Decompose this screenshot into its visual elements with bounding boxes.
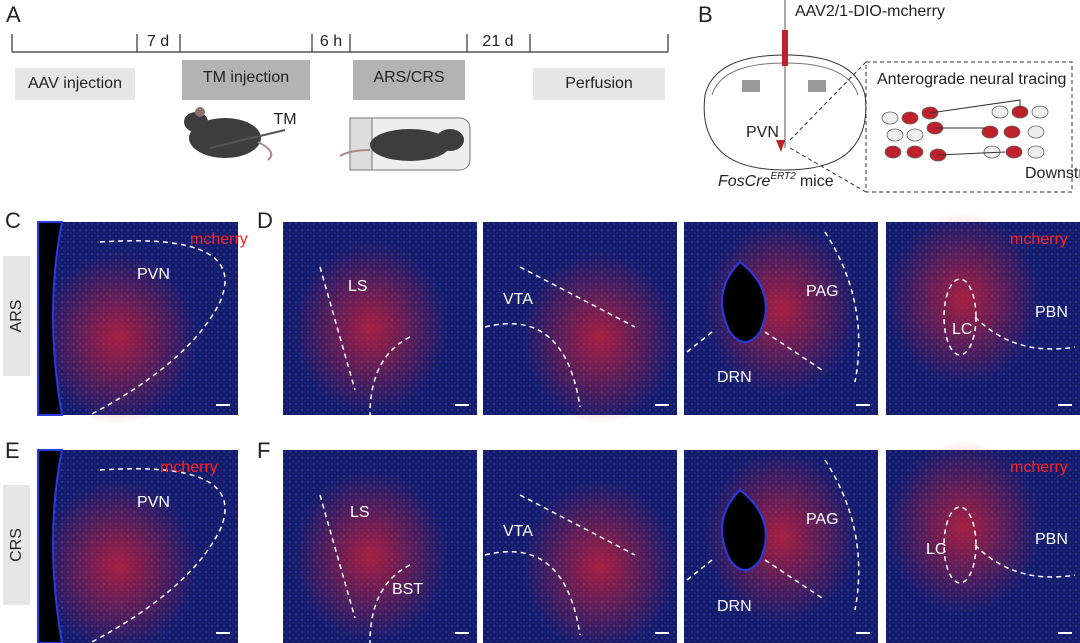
outline bbox=[484, 322, 581, 408]
outline bbox=[369, 336, 411, 416]
region-label: LS bbox=[350, 504, 370, 521]
panel-label: A bbox=[6, 2, 21, 27]
signal bbox=[886, 440, 1042, 615]
outline bbox=[319, 494, 356, 619]
signal bbox=[292, 241, 448, 415]
timeline: AAV injection TM injection ARS/CRS Perfu… bbox=[11, 33, 669, 171]
outline bbox=[484, 550, 581, 636]
mouse-line-sup: ERT2 bbox=[770, 171, 796, 182]
step: AAV injection bbox=[28, 75, 122, 92]
region-label: PBN bbox=[1035, 531, 1068, 548]
virus-label: AAV2/1-DIO-mcherry bbox=[795, 3, 945, 20]
outline bbox=[974, 316, 1076, 350]
panel-label: C bbox=[5, 208, 21, 233]
ventricle bbox=[37, 449, 64, 643]
step: ARS/CRS bbox=[373, 69, 444, 86]
signal bbox=[38, 478, 198, 643]
signal bbox=[521, 478, 677, 643]
region-label: PAG bbox=[806, 283, 839, 300]
signal bbox=[292, 469, 448, 643]
outline bbox=[824, 459, 860, 611]
region-label: DRN bbox=[717, 598, 752, 615]
panel-label: D bbox=[257, 208, 273, 233]
inset-target: Downstream bbox=[1025, 165, 1080, 182]
condition-label: CRS bbox=[8, 528, 25, 562]
image-labels: mcherry PVN LS VTA DRN PAG LC PBN mcherr… bbox=[137, 231, 1068, 615]
outline bbox=[686, 331, 826, 373]
ventricle bbox=[721, 488, 767, 571]
region-label: VTA bbox=[503, 523, 533, 540]
interval: 6 h bbox=[320, 33, 342, 50]
mouse-line: FosCreERT2 mice bbox=[718, 171, 834, 191]
channel-label: mcherry bbox=[190, 231, 248, 248]
mouse-line-name: FosCre bbox=[718, 173, 771, 190]
region-label: PVN bbox=[137, 266, 170, 283]
region-label: LC bbox=[926, 541, 946, 558]
outline bbox=[519, 266, 636, 328]
inset-title: Anterograde neural tracing bbox=[877, 71, 1066, 88]
signal bbox=[38, 250, 198, 425]
region-label: BST bbox=[392, 581, 423, 598]
channel-label: mcherry bbox=[1010, 231, 1068, 248]
panel-label: E bbox=[5, 438, 20, 463]
interval: 21 d bbox=[482, 33, 513, 50]
step: TM injection bbox=[203, 69, 289, 86]
signal bbox=[521, 250, 678, 425]
outline bbox=[89, 468, 226, 643]
outline bbox=[519, 494, 636, 556]
outline bbox=[319, 266, 356, 391]
interval: 7 d bbox=[147, 33, 169, 50]
ventricle bbox=[721, 260, 767, 343]
channel-label: mcherry bbox=[1010, 459, 1068, 476]
outline bbox=[824, 231, 860, 383]
region-label: LC bbox=[952, 321, 972, 338]
region-label: PBN bbox=[1035, 304, 1068, 321]
outline bbox=[686, 559, 826, 601]
step: Perfusion bbox=[565, 75, 633, 92]
panel-label: F bbox=[257, 438, 270, 463]
channel-label: mcherry bbox=[160, 459, 218, 476]
outline bbox=[974, 544, 1076, 578]
panel-label: B bbox=[698, 2, 713, 27]
region-label: LS bbox=[348, 278, 368, 295]
region-label: PVN bbox=[746, 124, 779, 141]
region-label: PAG bbox=[806, 511, 839, 528]
ventricle bbox=[37, 221, 64, 416]
region-label: DRN bbox=[717, 369, 752, 386]
signal bbox=[886, 212, 1042, 387]
outline bbox=[369, 564, 411, 643]
region-label: PVN bbox=[137, 494, 170, 511]
condition-label: ARS bbox=[8, 300, 25, 333]
schematic: AAV2/1-DIO-mcherry PVN FosCreERT2 mice An… bbox=[703, 0, 1080, 193]
outline bbox=[89, 240, 226, 416]
region-label: VTA bbox=[503, 291, 533, 308]
drug-label: TM bbox=[273, 111, 296, 128]
micrographs bbox=[37, 212, 1080, 643]
mouse-suffix: mice bbox=[800, 173, 834, 190]
